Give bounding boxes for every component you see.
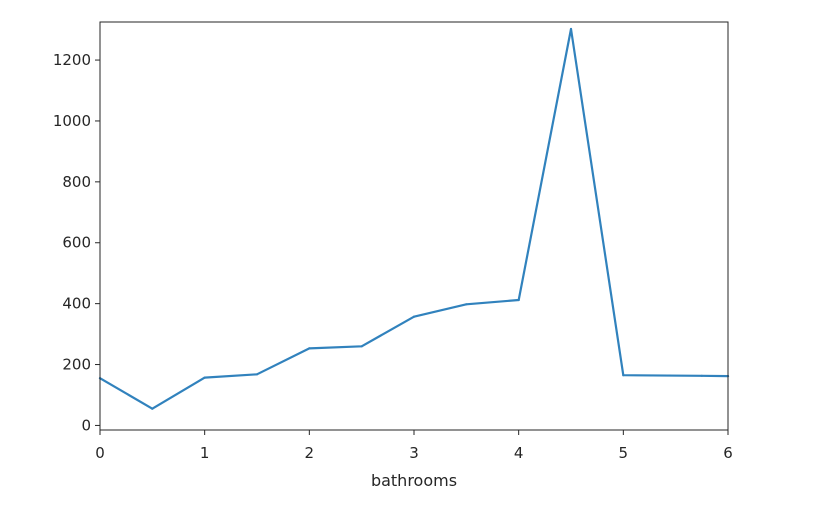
y-tick-label: 200 [62, 356, 91, 374]
y-tick-label: 1200 [53, 51, 91, 69]
y-tick-label: 400 [62, 295, 91, 313]
data-point [622, 374, 625, 377]
data-point [569, 27, 573, 31]
y-tick-label: 600 [62, 234, 91, 252]
y-tick-label: 0 [81, 416, 91, 434]
ticks-layer: 0 1 2 3 4 5 6 0 200 400 600 800 1000 1200 [53, 51, 733, 462]
x-tick-label: 4 [514, 444, 524, 462]
data-point [255, 373, 259, 376]
data-point [360, 345, 363, 348]
x-tick-label: 2 [305, 444, 315, 462]
data-point [412, 315, 416, 318]
y-tick-label: 1000 [53, 112, 91, 130]
series-layer [98, 27, 730, 410]
data-point [700, 374, 703, 377]
plot-frame [99, 21, 729, 431]
data-point [465, 303, 468, 306]
x-tick-label: 1 [200, 444, 210, 462]
data-point [151, 407, 154, 410]
x-tick-label: 6 [723, 444, 733, 462]
x-tick-label: 0 [95, 444, 105, 462]
data-point [308, 347, 311, 350]
data-point [203, 376, 206, 379]
x-tick-label: 5 [619, 444, 629, 462]
x-axis-title: bathrooms [371, 471, 457, 490]
x-tick-label: 3 [409, 444, 419, 462]
series-line [98, 27, 730, 410]
data-point [517, 298, 520, 302]
y-tick-label: 800 [62, 173, 91, 191]
